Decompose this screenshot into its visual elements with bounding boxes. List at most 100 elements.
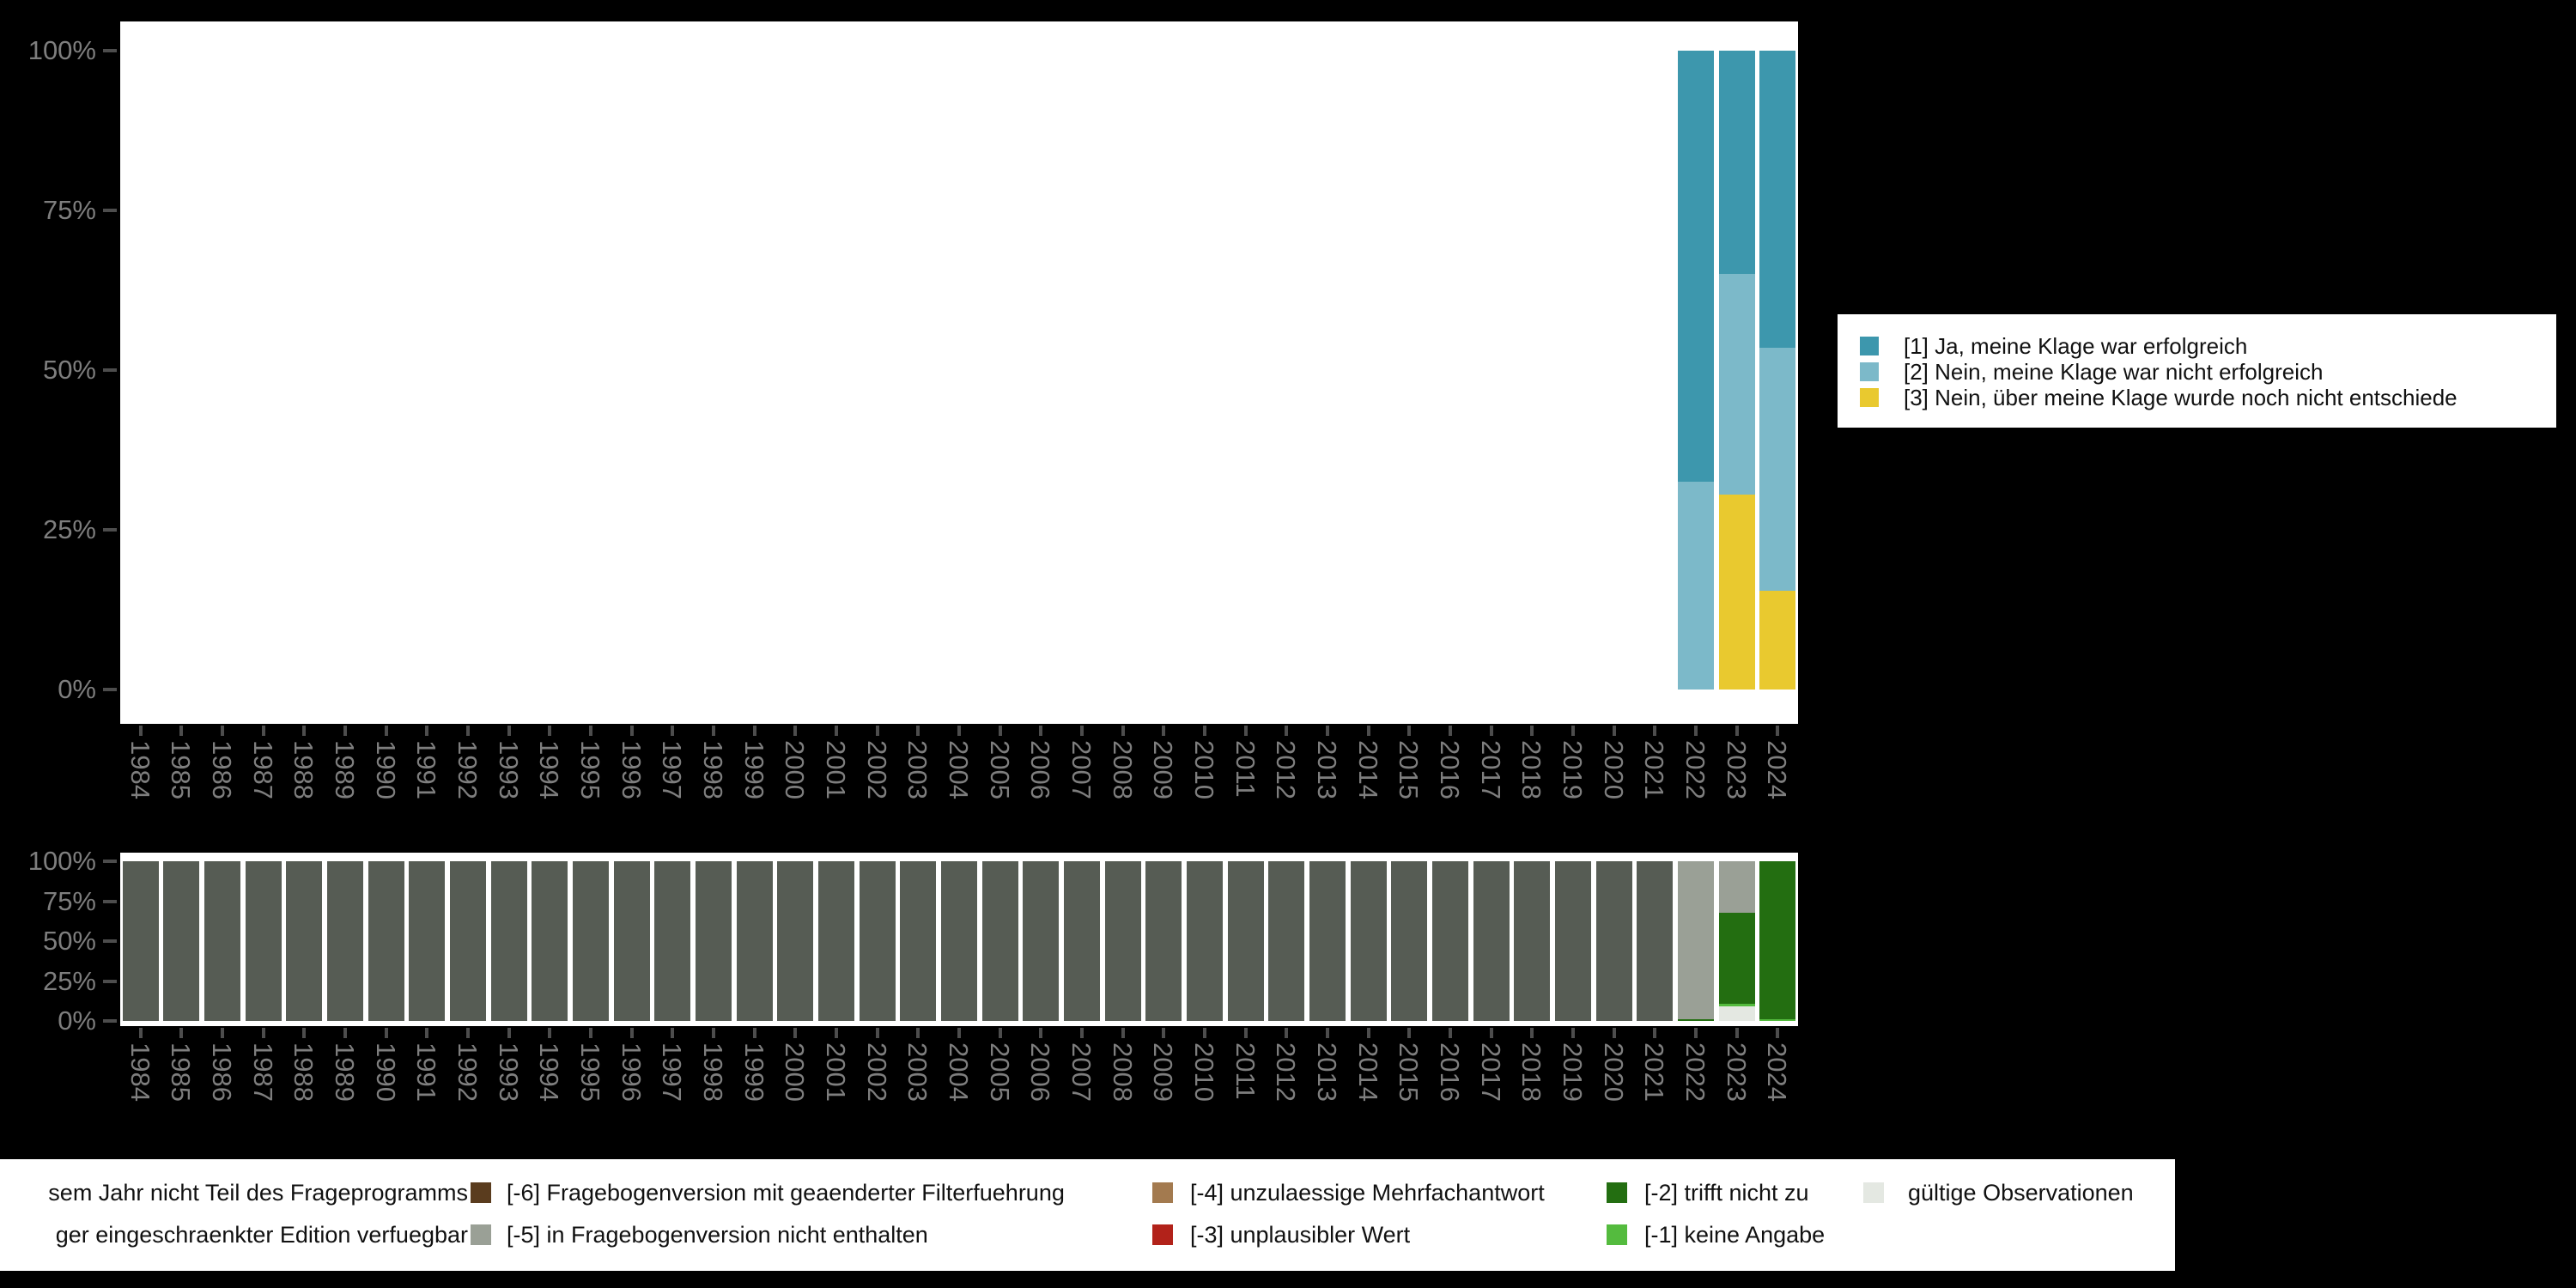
answers-x-tick — [1693, 726, 1698, 736]
answers-x-tick — [793, 726, 798, 736]
missings-x-tick — [875, 1028, 879, 1038]
missings-bar-segment-darkgray — [613, 861, 650, 1021]
answers-x-tick-label: 2005 — [984, 740, 1015, 799]
answers-x-tick-label: 2012 — [1271, 740, 1302, 799]
missings-x-tick — [1202, 1028, 1206, 1038]
missings-x-tick — [507, 1028, 511, 1038]
missings-bar-segment-darkgray — [122, 861, 159, 1021]
answers-x-tick — [1366, 726, 1370, 736]
missings-bar-segment-darkgray — [573, 861, 610, 1021]
legend-label: [-2] trifft nicht zu — [1644, 1180, 1809, 1206]
missings-x-tick — [629, 1028, 634, 1038]
missings-bar-segment-darkgray — [654, 861, 691, 1021]
answers-x-tick — [1571, 726, 1575, 736]
answers-x-tick — [384, 726, 388, 736]
missings-y-tick — [103, 979, 117, 983]
missings-bar-segment-darkgray — [696, 861, 732, 1021]
missings-x-tick-label: 1996 — [616, 1042, 647, 1102]
answers-y-tick — [103, 49, 117, 52]
legend-label: [-4] unzulaessige Mehrfachantwort — [1190, 1180, 1545, 1206]
answers-legend: [1] Ja, meine Klage war erfolgreich [2] N… — [1838, 314, 2556, 428]
missings-x-tick-label: 1984 — [125, 1042, 155, 1102]
missings-x-tick-label: 2009 — [1148, 1042, 1179, 1102]
answers-x-tick — [1776, 726, 1780, 736]
missings-bar-segment-darkgray — [777, 861, 814, 1021]
missings-x-tick-label: 1992 — [453, 1042, 483, 1102]
answers-x-tick-label: 2023 — [1721, 740, 1752, 799]
missings-bar-segment-darkgray — [859, 861, 896, 1021]
missings-bar-segment-green — [1718, 1004, 1755, 1007]
answers-x-tick-label: 1991 — [411, 740, 442, 799]
answers-x-tick — [548, 726, 552, 736]
missings-bar-segment-darkgray — [1063, 861, 1100, 1021]
missings-x-tick — [1776, 1028, 1780, 1038]
missings-bar-segment-darkgray — [900, 861, 937, 1021]
answers-x-tick-label: 2020 — [1598, 740, 1629, 799]
missings-x-tick-label: 2023 — [1721, 1042, 1752, 1102]
missings-x-tick-label: 2013 — [1311, 1042, 1342, 1102]
answers-y-tick-label: 50% — [42, 355, 96, 385]
legend-swatch-lightblue — [1860, 362, 1879, 381]
answers-bar-segment-teal — [1677, 51, 1714, 483]
answers-x-tick-label: 1993 — [493, 740, 524, 799]
missings-x-tick-label: 1987 — [247, 1042, 278, 1102]
answers-x-tick-label: 1996 — [616, 740, 647, 799]
missings-bar-segment-darkgray — [1268, 861, 1305, 1021]
answers-x-tick — [1489, 726, 1493, 736]
missings-bar-segment-darkgray — [1227, 861, 1264, 1021]
missings-x-tick — [1121, 1028, 1125, 1038]
missings-x-tick — [548, 1028, 552, 1038]
missings-x-tick — [1489, 1028, 1493, 1038]
answers-x-tick — [1407, 726, 1412, 736]
missings-x-tick — [1079, 1028, 1084, 1038]
legend-swatch-green — [1607, 1224, 1627, 1245]
answers-x-tick — [507, 726, 511, 736]
answers-x-tick-label: 1986 — [207, 740, 238, 799]
missings-bar-segment-darkgray — [1637, 861, 1674, 1021]
answers-x-tick — [138, 726, 143, 736]
missings-bar-segment-darkgray — [1595, 861, 1632, 1021]
missings-x-tick-label: 2016 — [1434, 1042, 1465, 1102]
answers-x-tick-label: 1989 — [330, 740, 361, 799]
missings-bar-segment-darkgray — [204, 861, 241, 1021]
missings-x-tick-label: 1985 — [166, 1042, 197, 1102]
missings-y-tick — [103, 1019, 117, 1023]
answers-x-tick — [916, 726, 920, 736]
missings-bar-segment-darkgray — [1186, 861, 1223, 1021]
missings-x-tick-label: 2020 — [1598, 1042, 1629, 1102]
missings-x-tick — [1571, 1028, 1575, 1038]
legend-label: [-6] Fragebogenversion mit geaenderter F… — [507, 1180, 1065, 1206]
missings-x-tick-label: 2001 — [821, 1042, 852, 1102]
legend-swatch-yellow — [1860, 388, 1879, 407]
missings-y-tick — [103, 939, 117, 943]
missings-x-tick — [343, 1028, 348, 1038]
missings-bar-segment-darkgray — [368, 861, 404, 1021]
missings-x-tick-label: 2014 — [1352, 1042, 1383, 1102]
answers-y-tick-label: 75% — [42, 195, 96, 225]
missings-x-tick — [1735, 1028, 1739, 1038]
answers-x-tick-label: 2000 — [780, 740, 811, 799]
missings-bar-segment-darkgray — [286, 861, 323, 1021]
missings-bar-segment-darkgray — [981, 861, 1018, 1021]
answers-x-tick-label: 2008 — [1107, 740, 1138, 799]
answers-x-tick — [179, 726, 184, 736]
missings-bar-segment-green — [1759, 1019, 1796, 1021]
missings-bar-segment-darkgray — [1023, 861, 1060, 1021]
missings-x-tick-label: 2018 — [1516, 1042, 1547, 1102]
legend-swatch-teal — [1860, 337, 1879, 355]
missings-y-tick-label: 100% — [27, 846, 96, 876]
missings-x-tick — [384, 1028, 388, 1038]
answers-x-tick-label: 1984 — [125, 740, 155, 799]
answers-x-tick-label: 1995 — [575, 740, 606, 799]
answers-bar-segment-lightblue — [1759, 347, 1796, 591]
answers-x-tick-label: 2016 — [1434, 740, 1465, 799]
missings-y-tick-label: 0% — [58, 1005, 96, 1036]
legend-swatch-gray — [471, 1224, 491, 1245]
missings-x-tick — [916, 1028, 920, 1038]
answers-x-tick-label: 1988 — [289, 740, 319, 799]
answers-x-tick — [1121, 726, 1125, 736]
missings-bar-segment-darkgray — [736, 861, 773, 1021]
answers-x-tick-label: 2015 — [1394, 740, 1425, 799]
answers-x-tick — [1530, 726, 1534, 736]
